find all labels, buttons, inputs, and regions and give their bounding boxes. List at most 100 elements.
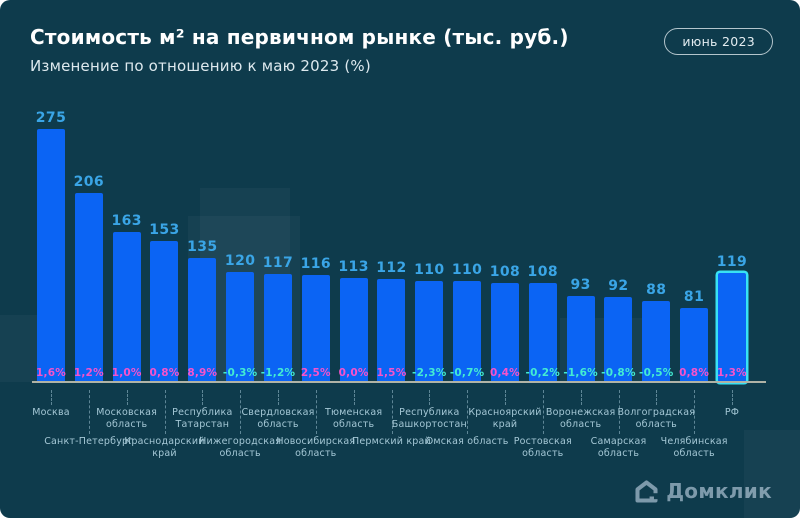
bar: 0,4% [490,282,520,382]
x-axis-label: Республика Татарстан [172,407,233,430]
axis-tick [391,390,393,434]
bar-value-label: 275 [35,110,67,126]
x-axis-line [32,381,766,383]
bar-column: 117 -1,2% [260,255,296,382]
background-shape [744,430,800,518]
page-subtitle: Изменение по отношению к маю 2023 (%) [30,57,371,75]
axis-tick [467,390,469,434]
bar-column: 119 1,3% [716,253,748,382]
bar-column: 81 0,8% [679,289,709,382]
x-axis-label: Московская область [96,407,158,430]
bar-value-label: 117 [262,255,294,272]
bar-column: 108 0,4% [490,264,520,382]
pct-change-label: 1,2% [73,367,104,379]
bar-column: 163 1,0% [111,213,142,382]
bar: 8,9% [187,257,218,382]
bar-column: 92 -0,8% [601,278,636,382]
bar-value-label: 110 [451,261,483,278]
bar-column: 88 -0,5% [639,282,674,382]
pct-change-label: -0,2% [525,367,561,379]
axis-tick [278,390,279,405]
x-axis-label: Нижегородская область [199,436,282,459]
bar: -0,2% [525,282,561,382]
bar-value-label: 206 [73,173,105,190]
bar: -0,5% [639,301,674,382]
pct-change-label: -1,2% [260,367,296,379]
bar-column: 135 8,9% [187,238,218,382]
pct-change-label: 2,5% [300,367,331,379]
axis-tick [202,390,204,405]
x-axis: Москва Санкт-Петербург Московская область К… [32,383,746,475]
axis-tick [126,390,128,405]
pct-change-label: -1,6% [563,367,598,379]
x-axis-label: Санкт-Петербург [44,436,134,447]
axis-tick [505,390,506,405]
bar-value-label: 119 [716,253,748,270]
x-axis-label: Свердловская область [241,407,315,430]
axis-tick [429,390,431,405]
axis-tick [732,390,733,405]
bar-value-label: 163 [111,213,142,229]
bar-value-label: 110 [414,261,445,278]
bar-column: 108 -0,2% [525,263,561,382]
x-axis-label: Москва [32,407,70,418]
axis-tick [51,390,52,405]
x-axis-label: Тюменская область [324,407,383,430]
axis-tick [580,390,582,405]
bar-value-label: 93 [570,277,591,294]
axis-tick [315,390,317,434]
pct-change-label: -0,5% [639,367,674,379]
bar: 1,0% [112,232,141,382]
pct-change-label: 0,8% [149,367,180,379]
bar: -1,2% [260,274,296,382]
bar-value-label: 113 [338,259,369,275]
x-axis-label: Самарская область [590,436,647,459]
bar-value-label: 92 [608,278,629,295]
bar-value-label: 108 [527,263,558,280]
bar-value-label: 153 [149,222,180,239]
x-axis-label: Воронежская область [545,407,616,430]
page-title: Стоимость м² на первичном рынке (тыс. ру… [30,25,569,49]
bar: -2,3% [412,280,447,382]
pct-change-label: -0,8% [601,367,636,379]
pct-change-label: 1,6% [36,367,66,379]
bar-column: 116 2,5% [300,256,332,382]
x-axis-label: Челябинская область [660,436,728,459]
bar: 1,5% [376,279,407,382]
pct-change-label: -2,3% [412,367,447,379]
bar-value-label: 112 [376,260,407,276]
pct-change-label: -0,3% [222,367,258,379]
bar-column: 110 -2,3% [412,261,447,382]
bar: 0,8% [149,241,180,382]
domclick-house-icon [635,479,659,503]
pct-change-label: 8,9% [187,367,218,379]
logo-text: Домклик [666,479,772,503]
x-axis-label: Ростовская область [513,436,572,459]
bar-column: 153 0,8% [149,222,180,382]
x-axis-label: Пермский край [352,436,431,447]
bar-value-label: 116 [300,256,332,273]
plot-area: 275 1,6% 206 1,2% 163 1,0% 153 0,8% 135 8,9% 120 -0… [35,102,748,382]
bar: 1,2% [73,192,104,382]
x-axis-label: Красноярский край [468,407,542,430]
x-axis-label: Омская область [425,436,509,447]
bar-column: 113 0,0% [338,259,369,382]
pct-change-label: 1,5% [376,367,407,379]
axis-tick [542,390,544,434]
bar-column: 120 -0,3% [222,253,258,382]
bar: 0,0% [338,278,369,382]
pct-change-label: 0,0% [338,367,369,379]
pct-change-label: -0,7% [449,367,485,379]
domclick-logo: Домклик [635,479,772,503]
bar-value-label: 135 [187,238,218,255]
bar-value-label: 88 [646,282,667,298]
bar: -0,3% [222,271,258,382]
bar-column: 110 -0,7% [449,261,485,382]
bar: -0,7% [449,280,485,382]
bar-column: 112 1,5% [376,260,407,382]
period-badge: июнь 2023 [664,28,773,55]
pct-change-label: 1,3% [716,367,747,379]
bar: -1,6% [563,296,598,382]
x-axis-label: Краснодарский край [124,436,205,459]
